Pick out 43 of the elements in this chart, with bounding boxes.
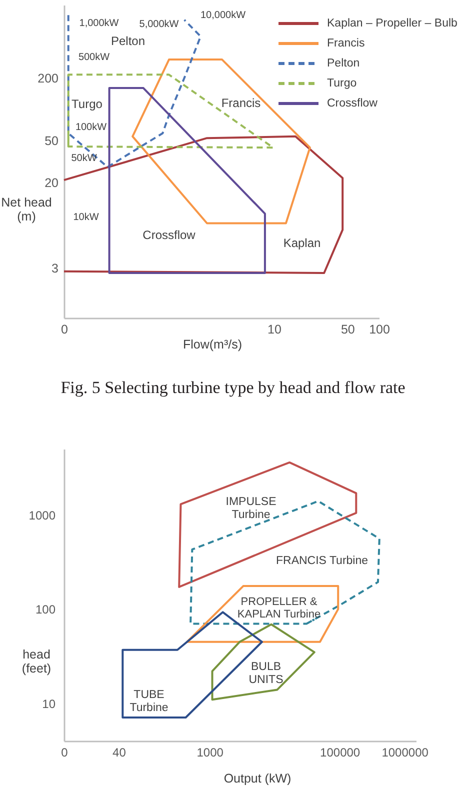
x-tick-label: 0: [61, 746, 68, 760]
x-tick-label: 40: [112, 746, 126, 760]
legend-label: Turgo: [327, 78, 357, 90]
x-tick-label: 10: [268, 322, 282, 336]
annotation: 10kW: [73, 212, 100, 223]
annotation: BULB UNITS: [248, 661, 284, 686]
y-tick-label: 50: [44, 134, 59, 148]
annotation: 50kW: [71, 153, 98, 164]
legend-label: Francis: [327, 38, 365, 50]
x-tick-label: 100: [369, 322, 390, 336]
annotation: 1,000kW: [79, 18, 120, 29]
annotation: IMPULSE Turbine: [226, 496, 277, 521]
x-tick-label: 100000: [320, 746, 360, 760]
x-tick-label: 1000000: [382, 746, 429, 760]
y-axis-title: Net head (m): [1, 196, 52, 224]
y-tick-label: 10: [42, 696, 56, 711]
x-axis-title: Output (kW): [224, 772, 292, 786]
annotation: Francis: [221, 96, 261, 110]
y-axis-title: head (feet): [22, 648, 52, 676]
annotation: 100kW: [75, 122, 108, 133]
legend-label: Pelton: [327, 58, 360, 70]
y-tick-label: 100: [35, 602, 56, 617]
annotation: TUBE Turbine: [130, 689, 168, 714]
annotation: Pelton: [110, 34, 146, 48]
caption: Fig. 5 Selecting turbine type by head and flow rate: [60, 378, 406, 397]
x-axis-title: Flow(m³/s): [182, 338, 242, 352]
annotation: 500kW: [78, 52, 110, 63]
annotation: Crossflow: [142, 228, 196, 242]
annotation: FRANCIS Turbine: [276, 555, 368, 567]
annotation: PROPELLER & KAPLAN Turbine: [237, 596, 321, 620]
x-tick-label: 1000: [196, 746, 224, 760]
annotation: 5,000kW: [139, 19, 180, 30]
annotation: 10,000kW: [200, 10, 246, 21]
annotation: Turgo: [72, 97, 103, 111]
x-tick-label: 50: [340, 322, 355, 336]
annotation: Kaplan: [283, 236, 321, 250]
legend-label: Kaplan – Propeller – Bulb: [327, 18, 458, 30]
legend-label: Crossflow: [327, 98, 378, 110]
y-tick-label: 200: [38, 71, 59, 86]
y-tick-label: 20: [44, 176, 59, 190]
y-tick-label: 1000: [28, 508, 56, 522]
x-tick-label: 0: [61, 322, 68, 336]
y-tick-label: 3: [52, 262, 59, 276]
